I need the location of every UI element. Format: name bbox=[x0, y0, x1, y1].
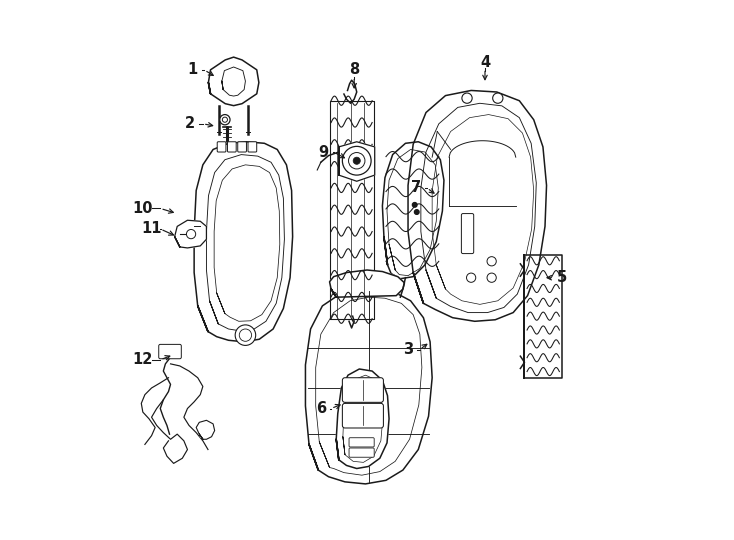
Polygon shape bbox=[305, 289, 432, 484]
Polygon shape bbox=[525, 255, 562, 377]
Text: 9: 9 bbox=[319, 145, 328, 159]
FancyBboxPatch shape bbox=[217, 142, 226, 152]
FancyBboxPatch shape bbox=[159, 345, 181, 359]
Text: 4: 4 bbox=[480, 55, 490, 70]
FancyBboxPatch shape bbox=[342, 377, 383, 402]
FancyBboxPatch shape bbox=[248, 142, 257, 152]
Circle shape bbox=[413, 202, 417, 207]
Polygon shape bbox=[194, 142, 293, 342]
Text: 11: 11 bbox=[142, 221, 161, 237]
Circle shape bbox=[487, 256, 496, 266]
Circle shape bbox=[493, 93, 503, 103]
FancyBboxPatch shape bbox=[228, 142, 236, 152]
Polygon shape bbox=[408, 91, 547, 321]
Text: 3: 3 bbox=[403, 342, 413, 357]
Circle shape bbox=[462, 93, 472, 103]
Polygon shape bbox=[339, 142, 374, 181]
FancyBboxPatch shape bbox=[349, 438, 374, 447]
Polygon shape bbox=[208, 57, 259, 106]
Text: 1: 1 bbox=[187, 63, 197, 77]
Polygon shape bbox=[330, 101, 374, 319]
Circle shape bbox=[467, 273, 476, 282]
Text: 8: 8 bbox=[349, 63, 360, 77]
Polygon shape bbox=[336, 369, 389, 469]
Circle shape bbox=[219, 114, 230, 125]
FancyBboxPatch shape bbox=[238, 142, 247, 152]
Circle shape bbox=[353, 157, 360, 164]
Text: 7: 7 bbox=[410, 180, 421, 195]
Text: 6: 6 bbox=[316, 401, 326, 416]
FancyBboxPatch shape bbox=[342, 403, 383, 428]
Text: 10: 10 bbox=[133, 201, 153, 216]
Text: 2: 2 bbox=[185, 116, 195, 131]
Circle shape bbox=[239, 329, 252, 341]
Polygon shape bbox=[196, 420, 214, 439]
FancyBboxPatch shape bbox=[462, 214, 473, 254]
Circle shape bbox=[415, 210, 419, 214]
Polygon shape bbox=[330, 270, 404, 297]
Circle shape bbox=[186, 230, 196, 239]
Circle shape bbox=[235, 325, 255, 346]
Text: 12: 12 bbox=[133, 352, 153, 367]
Circle shape bbox=[487, 273, 496, 282]
Text: 5: 5 bbox=[557, 270, 567, 285]
Polygon shape bbox=[382, 142, 444, 279]
Circle shape bbox=[342, 146, 371, 175]
FancyBboxPatch shape bbox=[349, 448, 374, 457]
Polygon shape bbox=[175, 220, 206, 248]
